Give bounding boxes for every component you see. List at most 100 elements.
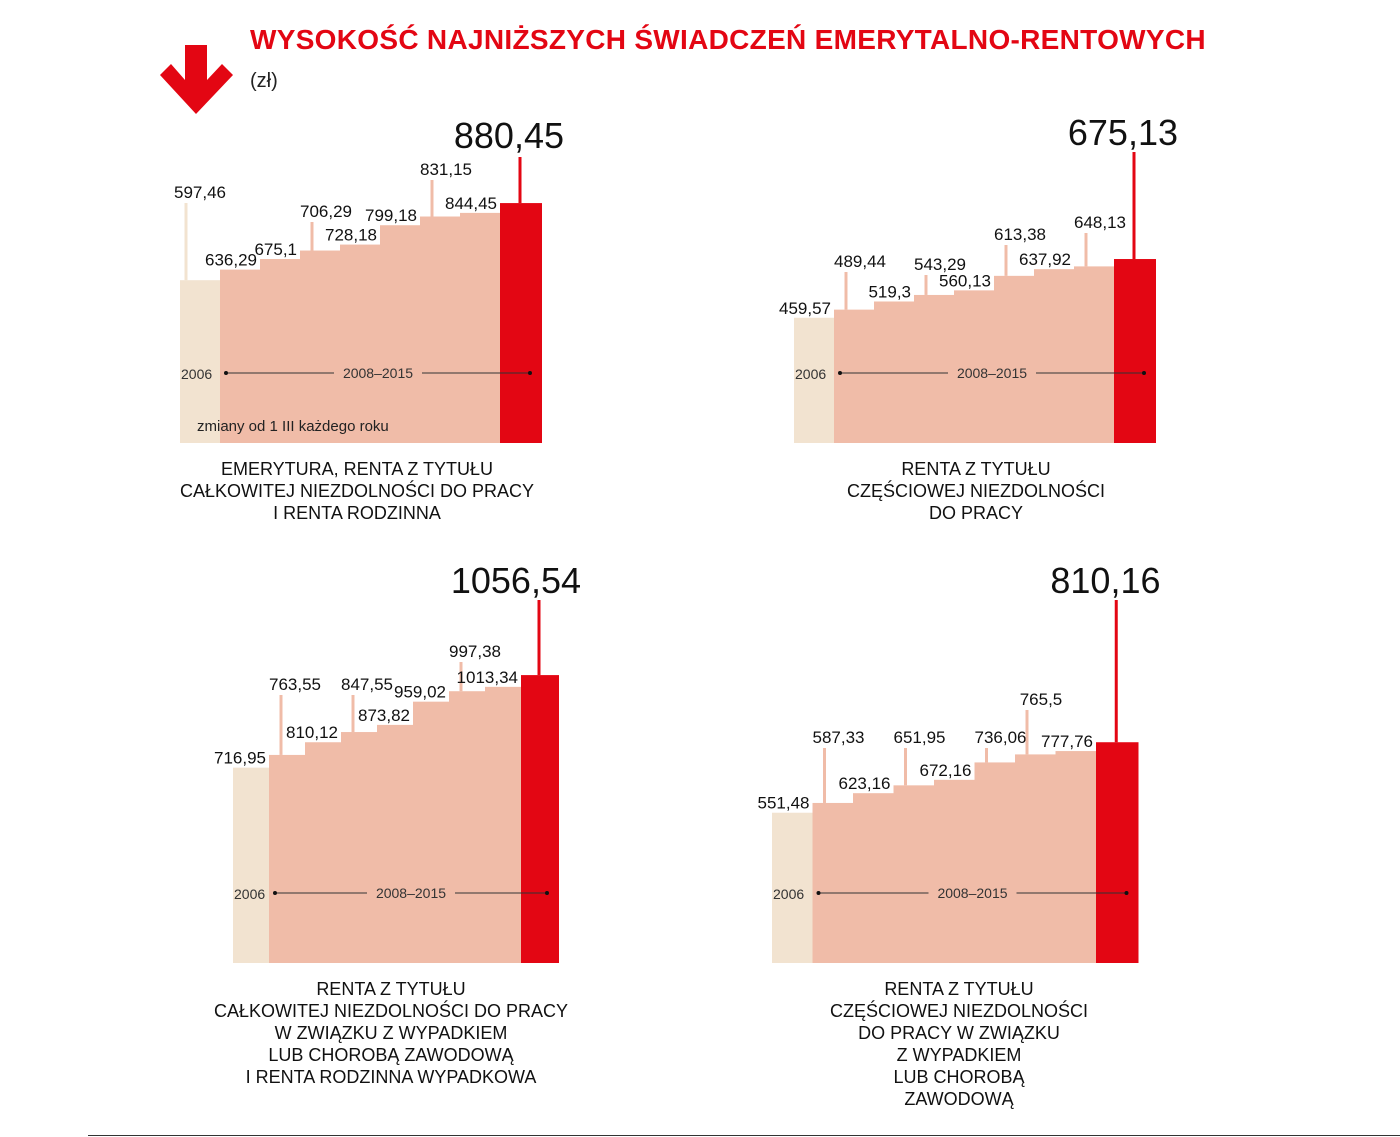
period-start-dot [838,371,842,375]
period-label: 2008–2015 [937,885,1007,901]
caption-line: RENTA Z TYTUŁU [884,979,1034,999]
value-label: 844,45 [445,194,497,213]
value-label: 613,38 [994,225,1046,244]
caption-line: RENTA Z TYTUŁU [316,979,466,999]
period-label: 2008–2015 [343,365,413,381]
period-start-dot [224,371,228,375]
value-label: 706,29 [300,202,352,221]
value-label: 728,18 [325,226,377,245]
bar-step [341,732,378,963]
bar-step [269,754,306,963]
chart-4: 810,16 551,48 587,33 623,16 651,95 672,16736,… [758,560,1161,963]
bar-step [874,301,915,443]
caption-line: DO PRACY W ZWIĄZKU [858,1023,1060,1043]
bar-step [300,250,341,443]
caption-line: ZAWODOWĄ [904,1089,1014,1109]
caption-line: LUB CHOROBĄ ZAWODOWĄ [268,1045,514,1065]
value-label: 765,5 [1020,690,1063,709]
bar-step [853,793,894,963]
down-arrow-icon [160,45,233,114]
bar-step [893,785,935,963]
bar-step [914,294,955,443]
base-year-label: 2006 [234,886,265,902]
bar-step [380,225,421,443]
bar-step [377,724,414,963]
value-label: 648,13 [1074,213,1126,232]
bar-step [485,686,522,963]
bar-step [340,244,381,443]
bar-step [1074,266,1115,443]
chart-caption: RENTA Z TYTUŁU CAŁKOWITEJ NIEZDOLNOŚCI DO… [161,978,621,1088]
value-label: 831,15 [420,160,472,179]
chart-3: 1056,54 716,95 763,55 810,12 847,55 873,82 959… [214,560,581,963]
bar-step [413,701,450,963]
caption-line: I RENTA RODZINNA WYPADKOWA [245,1067,537,1087]
bar-2006 [233,767,270,963]
bar-step [260,259,301,443]
bar-2006 [772,812,813,963]
page-title: WYSOKOŚĆ NAJNIŻSZYCH ŚWIADCZEŃ EMERYTALN… [250,24,1206,55]
period-end-dot [545,891,549,895]
period-start-dot [816,891,821,895]
value-label: 675,1 [254,240,297,259]
bar-step [994,275,1035,443]
value-label: 847,55 [341,675,393,694]
value-label: 651,95 [894,728,946,747]
caption-line: RENTA Z TYTUŁU [901,459,1051,479]
note-label: zmiany od 1 III każdego roku [197,418,389,435]
value-label: 636,29 [205,251,257,270]
bar-2015 [1114,259,1156,443]
caption-line: W ZWIĄZKU Z WYPADKIEM [274,1023,508,1043]
caption-line: CZĘŚCIOWEJ NIEZDOLNOŚCI [829,1001,1089,1021]
base-year-label: 2006 [773,886,804,902]
value-label: 736,06 [975,728,1027,747]
bar-step [449,691,486,963]
bar-step [954,290,995,443]
period-start-dot [273,891,277,895]
value-label: 1013,34 [457,668,518,687]
bar-step [934,779,975,963]
bar-2015 [521,675,559,963]
caption-line: EMERYTURA, RENTA Z TYTUŁU [220,459,494,479]
value-label: 763,55 [269,675,321,694]
unit-label: (zł) [250,70,278,92]
value-label: 519,3 [868,282,911,301]
value-label: 489,44 [834,252,886,271]
final-value-label: 675,13 [1068,112,1178,153]
bar-2006 [180,280,221,443]
value-label: 777,76 [1041,732,1093,751]
period-label: 2008–2015 [376,885,446,901]
bar-step [420,216,461,443]
final-value-label: 880,45 [454,115,564,156]
final-value-label: 810,16 [1050,560,1160,601]
value-label: 543,29 [914,255,966,274]
chart-caption: RENTA Z TYTUŁU CZĘŚCIOWEJ NIEZDOLNOŚCI DO … [729,978,1189,1110]
bar-2006 [794,317,835,443]
caption-line: I RENTA RODZINNA [273,503,441,523]
caption-line: CAŁKOWITEJ NIEZDOLNOŚCI DO PRACY [179,481,535,501]
bar-step [834,309,875,443]
bar-2015 [1096,742,1139,963]
bar-step [220,269,261,443]
bar-step [974,762,1016,963]
value-label: 587,33 [813,728,865,747]
period-end-dot [1142,371,1146,375]
value-label: 551,48 [758,794,810,813]
base-year-label: 2006 [181,366,212,382]
bar-step [1034,269,1075,443]
value-label: 637,92 [1019,250,1071,269]
bar-step [1015,754,1056,963]
chart-caption: RENTA Z TYTUŁU CZĘŚCIOWEJ NIEZDOLNOŚCI DO … [746,458,1206,524]
caption-line: LUB CHOROBĄ [893,1067,1025,1087]
bottom-divider [88,1135,1400,1136]
caption-line: DO PRACY [928,503,1024,523]
bar-step [1055,751,1097,963]
final-value-label: 1056,54 [451,560,581,601]
bar-step [812,802,854,963]
bar-step [460,212,501,443]
value-label: 716,95 [214,749,266,768]
value-label: 597,46 [174,183,226,202]
